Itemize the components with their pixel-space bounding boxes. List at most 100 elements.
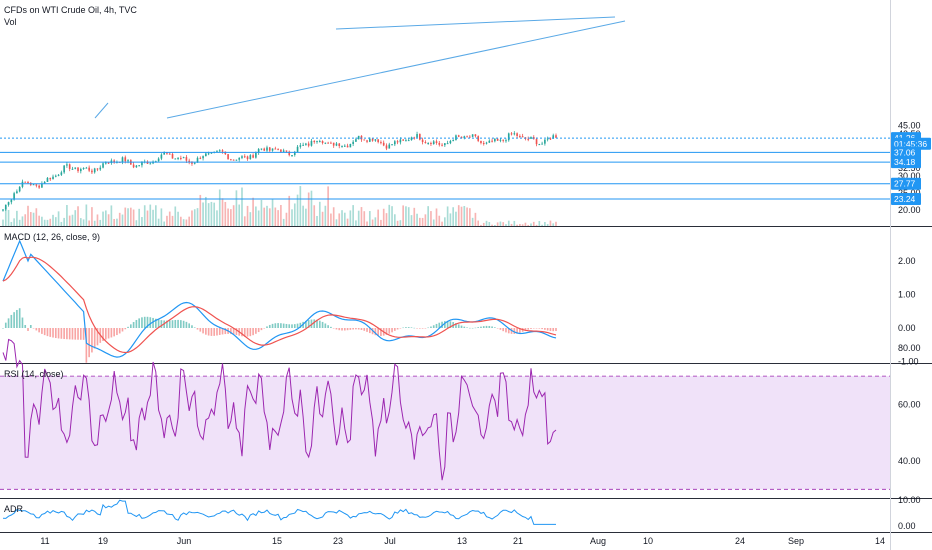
- macd-histogram-bar: [185, 321, 188, 328]
- volume-bar: [249, 212, 252, 226]
- macd-histogram-bar: [469, 327, 471, 329]
- time-tick-label: 24: [735, 536, 745, 546]
- macd-histogram-bar: [177, 319, 179, 328]
- candle-body: [343, 145, 346, 147]
- rsi-band: [0, 376, 890, 490]
- candle-body: [4, 204, 7, 210]
- macd-histogram-bar: [191, 325, 193, 328]
- macd-histogram-bar: [502, 328, 505, 332]
- candle-body: [68, 164, 71, 169]
- candle-body: [335, 143, 338, 146]
- candle-body: [399, 139, 402, 143]
- macd-histogram-bar: [102, 328, 104, 341]
- macd-histogram-bar: [482, 326, 485, 328]
- macd-histogram-bar: [463, 326, 466, 328]
- candle-body: [288, 151, 291, 156]
- candle-body: [463, 136, 466, 139]
- volume-bar: [524, 222, 527, 226]
- volume-bar: [46, 219, 49, 226]
- volume-bar: [546, 224, 549, 226]
- candle-body: [466, 136, 468, 138]
- volume-bar: [252, 197, 254, 226]
- time-tick-label: Aug: [590, 536, 606, 546]
- macd-histogram-bar: [143, 316, 146, 328]
- candle-body: [271, 148, 274, 151]
- volume-bar: [310, 190, 313, 226]
- macd-histogram-bar: [424, 328, 427, 329]
- candle-body: [455, 135, 457, 141]
- macd-histogram-bar: [157, 319, 160, 328]
- candle-body: [135, 165, 138, 168]
- volume-bar: [113, 218, 115, 226]
- macd-histogram-bar: [213, 328, 216, 336]
- volume-bar: [346, 218, 349, 226]
- macd-histogram-bar: [460, 325, 463, 328]
- volume-bar: [2, 219, 4, 226]
- macd-histogram-bar: [160, 320, 163, 328]
- macd-histogram-bar: [88, 328, 90, 358]
- volume-bar: [488, 222, 491, 226]
- macd-histogram-bar: [174, 319, 177, 328]
- macd-histogram-bar: [46, 328, 49, 337]
- volume-bar: [116, 218, 118, 226]
- volume-bar: [4, 207, 7, 226]
- macd-histogram-bar: [474, 327, 477, 329]
- macd-histogram-bar: [530, 328, 532, 329]
- macd-histogram-bar: [527, 328, 530, 330]
- macd-histogram-bar: [218, 328, 221, 335]
- volume-bar: [513, 220, 516, 226]
- volume-bar: [469, 208, 471, 226]
- macd-histogram-bar: [391, 328, 393, 333]
- candle-body: [160, 154, 163, 159]
- candle-body: [146, 161, 149, 164]
- volume-bar: [277, 210, 279, 226]
- volume-bar: [527, 224, 530, 226]
- macd-tick-label: 1.00: [898, 290, 916, 300]
- price-tick-label: 45.00: [898, 121, 921, 131]
- macd-histogram-bar: [277, 323, 279, 328]
- volume-bar: [532, 221, 535, 226]
- volume-bar: [366, 221, 368, 226]
- candle-body: [321, 141, 324, 144]
- volume-bar: [410, 215, 413, 226]
- macd-histogram-bar: [471, 327, 474, 329]
- candle-body: [310, 140, 313, 146]
- candle-body: [35, 184, 38, 186]
- candle-body: [241, 156, 243, 158]
- candle-body: [43, 181, 46, 184]
- macd-histogram-bar: [396, 328, 399, 330]
- volume-bar: [135, 220, 138, 226]
- macd-histogram-bar: [60, 328, 63, 339]
- time-tick-label: 21: [513, 536, 523, 546]
- macd-histogram-bar: [519, 328, 521, 333]
- time-tick-label: 14: [875, 536, 885, 546]
- price-badge-label: 27.77: [894, 179, 916, 189]
- macd-histogram-bar: [255, 328, 257, 334]
- candle-body: [552, 135, 555, 139]
- candle-body: [421, 139, 424, 143]
- candle-body: [293, 151, 296, 155]
- volume-bar: [313, 205, 316, 226]
- candle-body: [513, 133, 516, 135]
- volume-bar: [544, 221, 546, 226]
- adr-line: [2, 499, 556, 525]
- volume-bar: [460, 206, 463, 226]
- candle-body: [46, 177, 49, 182]
- volume-bar: [427, 206, 430, 226]
- candle-body: [388, 144, 391, 149]
- volume-bar: [263, 207, 266, 226]
- candle-body: [449, 140, 452, 144]
- macd-histogram-bar: [321, 321, 324, 328]
- volume-bar: [38, 215, 40, 226]
- volume-bar: [166, 215, 168, 226]
- candle-body: [541, 143, 543, 145]
- macd-histogram-bar: [202, 328, 204, 334]
- volume-bar: [52, 214, 54, 226]
- volume-bar: [535, 224, 538, 226]
- macd-histogram-bar: [349, 328, 352, 330]
- macd-histogram-bar: [141, 317, 143, 328]
- volume-bar: [382, 208, 385, 226]
- volume-bar: [104, 210, 107, 226]
- macd-histogram-bar: [146, 316, 149, 328]
